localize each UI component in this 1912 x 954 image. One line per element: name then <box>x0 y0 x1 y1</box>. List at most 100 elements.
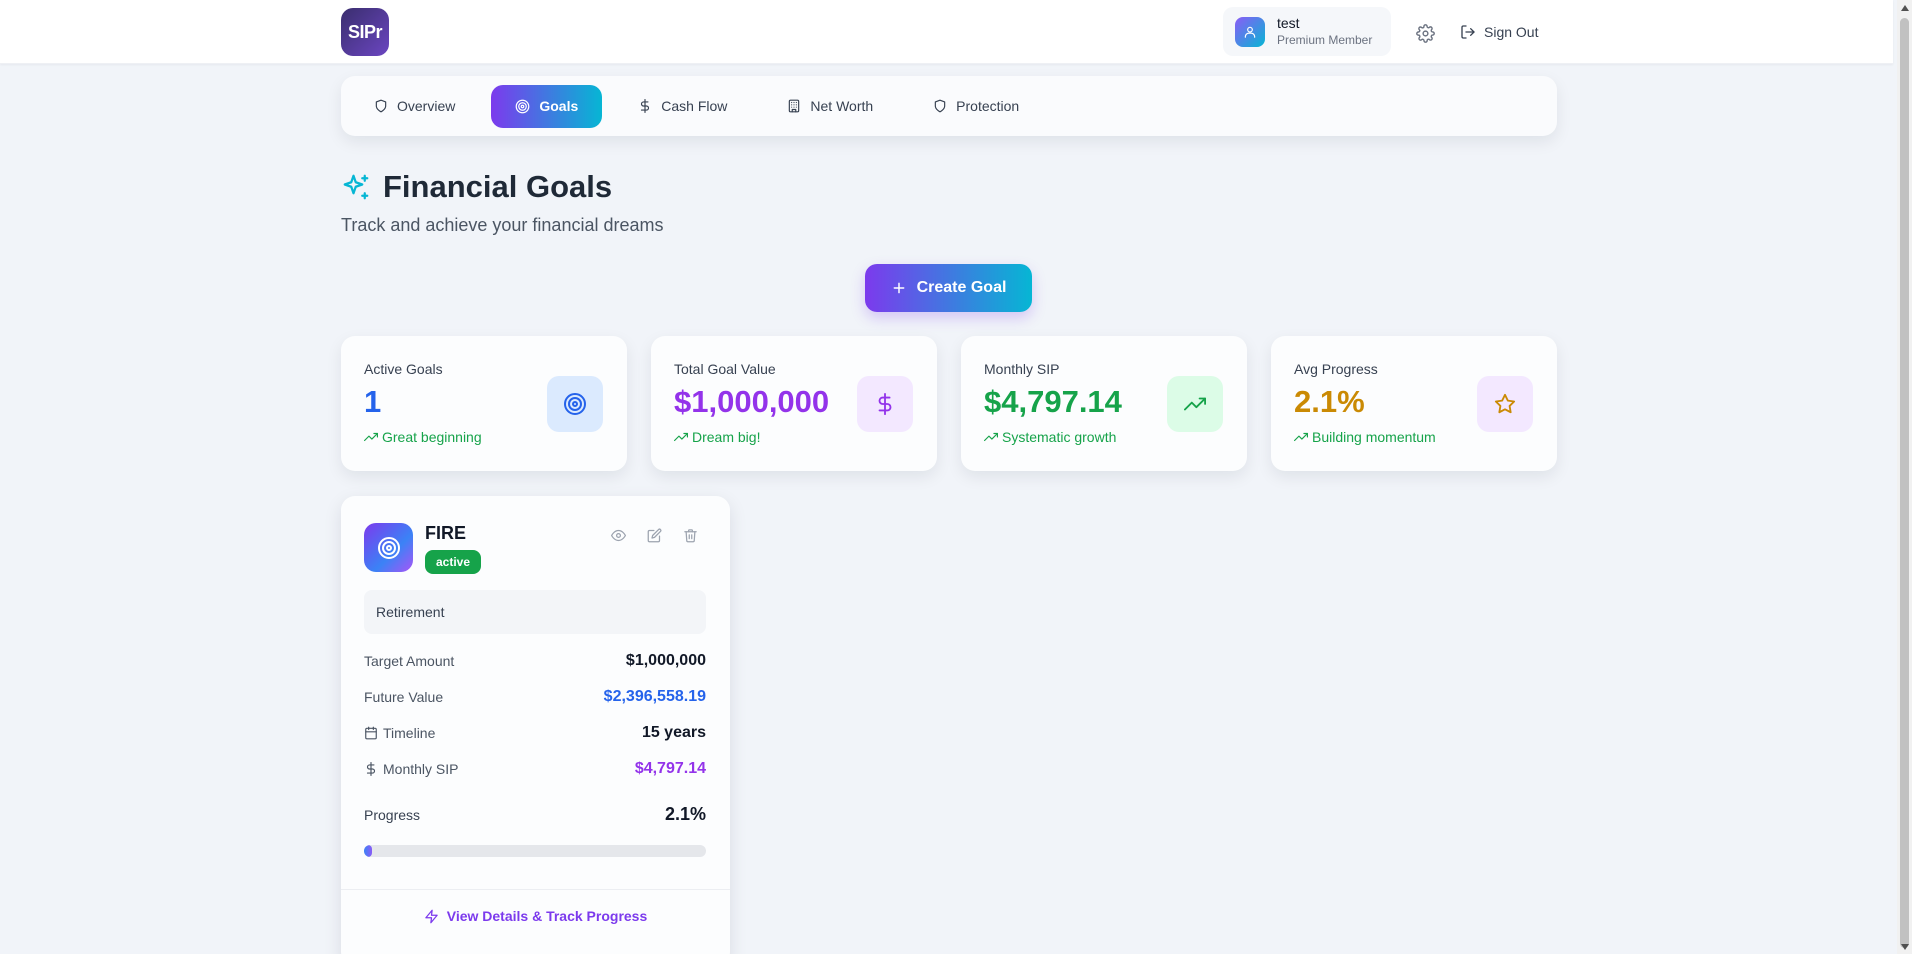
tab-label: Goals <box>539 98 579 114</box>
trash-icon <box>683 528 697 542</box>
monthly-sip-value: $4,797.14 <box>634 760 706 777</box>
future-value-label: Future Value <box>364 689 444 705</box>
stat-hint-text: Dream big! <box>692 429 761 445</box>
trending-up-icon <box>364 432 378 442</box>
timeline-row: Timeline 15 years <box>364 722 706 744</box>
dollar-icon <box>366 762 376 776</box>
tab-label: Net Worth <box>810 98 874 114</box>
target-amount-label: Target Amount <box>364 653 455 669</box>
target-icon <box>547 376 603 432</box>
timeline-label: Timeline <box>383 725 436 741</box>
trending-up-icon <box>1167 376 1223 432</box>
edit-button[interactable] <box>645 526 663 544</box>
scrollbar-thumb[interactable] <box>1900 18 1909 948</box>
user-profile[interactable]: test Premium Member <box>1223 7 1391 56</box>
stat-label: Active Goals <box>364 361 443 377</box>
create-goal-button[interactable]: Create Goal <box>865 264 1032 312</box>
tab-goals[interactable]: Goals <box>491 84 603 128</box>
status-badge: active <box>425 550 482 574</box>
target-amount-row: Target Amount $1,000,000 <box>364 650 706 672</box>
progress-label: Progress <box>364 807 421 823</box>
calendar-icon <box>365 726 377 740</box>
page-header: Financial Goals <box>341 168 612 206</box>
tab-label: Overview <box>397 98 456 114</box>
dollar-icon <box>857 376 913 432</box>
zap-icon <box>424 909 438 923</box>
stat-hint: Building momentum <box>1294 429 1436 445</box>
stat-hint-text: Building momentum <box>1312 429 1436 445</box>
stat-card-avg-progress: Avg Progress 2.1% Building momentum <box>1271 336 1557 471</box>
stat-hint: Dream big! <box>674 429 760 445</box>
stat-value: $4,797.14 <box>984 384 1122 419</box>
trending-up-icon <box>674 432 688 442</box>
goal-card[interactable]: FIRE active Retirement Target Amount $1,… <box>341 496 730 954</box>
stat-label: Avg Progress <box>1294 361 1378 377</box>
shield-icon <box>934 99 946 113</box>
monthly-sip-label-wrap: Monthly SIP <box>364 761 458 777</box>
tab-label: Cash Flow <box>661 98 728 114</box>
monthly-sip-row: Monthly SIP $4,797.14 <box>364 758 706 780</box>
target-amount-value: $1,000,000 <box>625 652 706 669</box>
user-name: test <box>1277 15 1300 31</box>
stat-value: 1 <box>364 384 382 419</box>
scroll-up-icon[interactable] <box>1900 3 1909 12</box>
eye-icon <box>610 529 626 541</box>
goal-category: Retirement <box>364 590 706 634</box>
stat-hint-text: Systematic growth <box>1002 429 1117 445</box>
top-bar: SIPr test Premium Member Sign Out <box>0 0 1893 64</box>
target-icon <box>364 523 413 572</box>
trending-up-icon <box>984 432 998 442</box>
sparkles-icon <box>343 174 369 200</box>
tab-overview[interactable]: Overview <box>350 84 480 128</box>
create-goal-label: Create Goal <box>916 279 1007 296</box>
stat-label: Total Goal Value <box>674 361 776 377</box>
goal-actions <box>609 526 699 544</box>
building-icon <box>789 99 800 113</box>
tab-label: Protection <box>956 98 1020 114</box>
stat-value: 2.1% <box>1294 384 1365 419</box>
shield-icon <box>375 99 387 113</box>
progress-value: 2.1% <box>664 804 706 824</box>
page-title: Financial Goals <box>383 169 613 204</box>
progress-bar <box>364 845 706 857</box>
page-subtitle: Track and achieve your financial dreams <box>341 215 664 235</box>
settings-button[interactable] <box>1413 21 1437 45</box>
stat-label: Monthly SIP <box>984 361 1060 377</box>
monthly-sip-label: Monthly SIP <box>383 761 459 777</box>
scrollbar[interactable] <box>1897 0 1912 954</box>
delete-button[interactable] <box>681 526 699 544</box>
tab-bar: Overview Goals Cash Flow Net Worth Prote… <box>341 76 1557 136</box>
goal-name: FIRE <box>425 523 467 543</box>
tab-protection[interactable]: Protection <box>909 84 1044 128</box>
scroll-down-icon[interactable] <box>1900 942 1909 951</box>
stat-card-active-goals: Active Goals 1 Great beginning <box>341 336 627 471</box>
trending-up-icon <box>1294 432 1308 442</box>
timeline-label-wrap: Timeline <box>364 725 435 741</box>
stat-hint: Great beginning <box>364 429 482 445</box>
stat-value: $1,000,000 <box>674 384 830 419</box>
stat-hint-text: Great beginning <box>382 429 482 445</box>
log-out-icon <box>1461 25 1475 39</box>
edit-icon <box>647 528 661 542</box>
tab-cash-flow[interactable]: Cash Flow <box>614 84 752 128</box>
target-icon <box>515 99 530 113</box>
app-logo[interactable]: SIPr <box>341 8 389 56</box>
view-details-link[interactable]: View Details & Track Progress <box>341 904 730 928</box>
future-value-value: $2,396,558.19 <box>603 688 706 705</box>
future-value-row: Future Value $2,396,558.19 <box>364 686 706 708</box>
user-icon <box>1235 16 1265 47</box>
stat-hint: Systematic growth <box>984 429 1116 445</box>
plus-icon <box>893 282 904 294</box>
progress-bar-fill <box>364 845 372 857</box>
sign-out-button[interactable]: Sign Out <box>1460 20 1538 44</box>
view-button[interactable] <box>609 526 627 544</box>
timeline-value: 15 years <box>641 724 706 741</box>
card-divider <box>341 889 730 890</box>
stat-card-total-goal-value: Total Goal Value $1,000,000 Dream big! <box>651 336 937 471</box>
view-details-label: View Details & Track Progress <box>446 908 648 924</box>
gear-icon <box>1415 23 1435 43</box>
star-icon <box>1477 376 1533 432</box>
user-role: Premium Member <box>1277 33 1373 47</box>
tab-net-worth[interactable]: Net Worth <box>763 84 898 128</box>
dollar-icon <box>641 99 650 113</box>
